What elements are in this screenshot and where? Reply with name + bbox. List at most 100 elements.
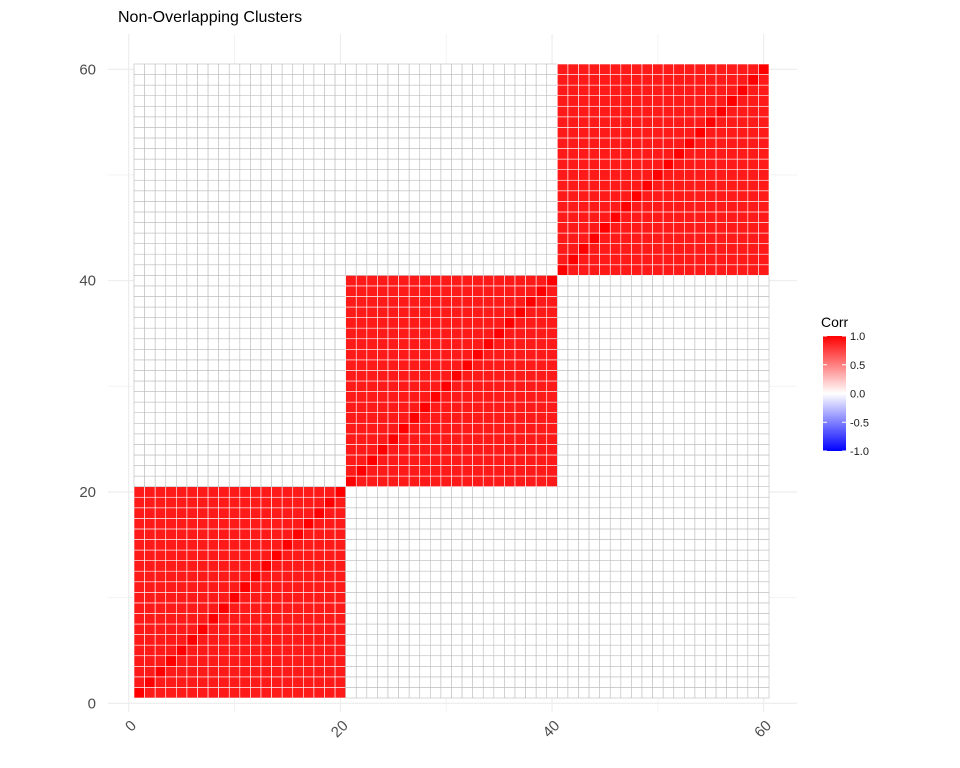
- heatmap-cell: [250, 370, 262, 382]
- heatmap-cell: [303, 528, 315, 540]
- heatmap-cell: [207, 412, 219, 424]
- heatmap-cell: [461, 665, 473, 678]
- heatmap-cell: [482, 676, 495, 688]
- heatmap-cell: [165, 169, 177, 181]
- heatmap-cell: [250, 380, 262, 392]
- heatmap-cell: [271, 486, 283, 498]
- heatmap-cell: [747, 296, 759, 308]
- heatmap-cell: [493, 243, 505, 255]
- heatmap-cell: [525, 560, 537, 572]
- heatmap-cell: [228, 211, 241, 223]
- heatmap-cell: [504, 475, 516, 487]
- heatmap-cell: [186, 370, 198, 382]
- heatmap-cell: [260, 475, 272, 487]
- heatmap-cell: [482, 602, 495, 614]
- heatmap-cell: [186, 528, 198, 540]
- heatmap-cell: [313, 327, 325, 340]
- heatmap-cell: [281, 665, 294, 678]
- heatmap-cell: [631, 158, 643, 170]
- heatmap-cell: [546, 222, 558, 234]
- heatmap-cell: [684, 275, 696, 287]
- heatmap-cell: [652, 687, 664, 699]
- heatmap-cell: [694, 359, 706, 371]
- heatmap-cell: [715, 95, 727, 107]
- heatmap-cell: [165, 127, 177, 139]
- heatmap-cell: [197, 158, 209, 170]
- heatmap-cell: [567, 687, 579, 699]
- heatmap-cell: [588, 687, 600, 699]
- heatmap-cell: [292, 475, 304, 487]
- heatmap-cell: [387, 518, 399, 530]
- heatmap-cell: [144, 243, 156, 255]
- heatmap-cell: [461, 391, 473, 403]
- heatmap-cell: [250, 264, 262, 276]
- heatmap-cell: [715, 253, 727, 266]
- heatmap-cell: [631, 116, 643, 128]
- heatmap-cell: [292, 486, 304, 498]
- heatmap-cell: [461, 655, 473, 667]
- heatmap-cell: [165, 380, 177, 392]
- heatmap-cell: [609, 116, 622, 128]
- heatmap-cell: [705, 412, 717, 424]
- heatmap-cell: [250, 655, 262, 667]
- heatmap-cell: [694, 602, 706, 614]
- heatmap-cell: [154, 169, 167, 181]
- heatmap-cell: [366, 348, 378, 361]
- heatmap-cell: [747, 264, 759, 276]
- heatmap-cell: [218, 655, 230, 667]
- heatmap-cell: [662, 105, 675, 118]
- heatmap-cell: [387, 74, 399, 86]
- heatmap-cell: [736, 285, 749, 297]
- heatmap-cell: [482, 306, 495, 318]
- heatmap-cell: [758, 486, 770, 498]
- heatmap-cell: [747, 634, 759, 646]
- heatmap-cell: [366, 665, 378, 678]
- heatmap-cell: [715, 644, 727, 657]
- heatmap-cell: [662, 338, 675, 350]
- heatmap-cell: [705, 264, 717, 276]
- heatmap-cell: [451, 190, 463, 202]
- heatmap-cell: [557, 338, 569, 350]
- heatmap-cell: [599, 211, 611, 223]
- heatmap-cell: [482, 496, 495, 509]
- heatmap-cell: [292, 222, 304, 234]
- heatmap-cell: [758, 348, 770, 361]
- heatmap-cell: [747, 422, 759, 435]
- heatmap-cell: [218, 687, 230, 699]
- heatmap-cell: [684, 475, 696, 487]
- heatmap-cell: [165, 105, 177, 118]
- heatmap-cell: [154, 296, 167, 308]
- heatmap-cell: [440, 560, 452, 572]
- heatmap-cell: [377, 127, 389, 139]
- heatmap-cell: [482, 317, 495, 329]
- heatmap-cell: [408, 412, 421, 424]
- heatmap-cell: [715, 465, 727, 477]
- heatmap-cell: [334, 507, 346, 519]
- heatmap-cell: [355, 127, 368, 139]
- heatmap-cell: [599, 592, 611, 604]
- heatmap-cell: [154, 275, 167, 287]
- heatmap-cell: [239, 243, 251, 255]
- heatmap-cell: [493, 327, 505, 340]
- heatmap-cell: [165, 296, 177, 308]
- heatmap-cell: [747, 433, 759, 445]
- heatmap-cell: [186, 507, 198, 519]
- heatmap-cell: [281, 465, 294, 477]
- heatmap-cell: [176, 602, 188, 614]
- heatmap-cell: [228, 422, 241, 435]
- heatmap-cell: [620, 496, 632, 509]
- heatmap-cell: [715, 327, 727, 340]
- heatmap-cell: [154, 613, 167, 625]
- heatmap-cell: [588, 549, 600, 561]
- heatmap-cell: [197, 116, 209, 128]
- heatmap-cell: [419, 275, 431, 287]
- heatmap-cell: [250, 549, 262, 561]
- heatmap-cell: [292, 623, 304, 635]
- heatmap-cell: [684, 465, 696, 477]
- heatmap-cell: [504, 359, 516, 371]
- heatmap-cell: [366, 401, 378, 414]
- heatmap-cell: [239, 518, 251, 530]
- heatmap-cell: [525, 285, 537, 297]
- heatmap-cell: [525, 306, 537, 318]
- heatmap-cell: [430, 296, 442, 308]
